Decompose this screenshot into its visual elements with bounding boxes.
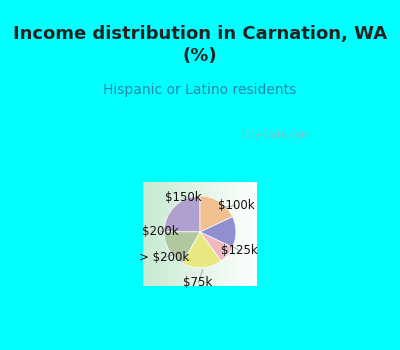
Text: $75k: $75k [184,276,213,289]
Text: $150k: $150k [165,191,201,204]
Text: City-Data.com: City-Data.com [241,130,311,140]
Text: > $200k: > $200k [139,251,189,264]
Text: $100k: $100k [218,199,254,212]
Wedge shape [164,196,200,232]
Wedge shape [200,217,236,247]
Wedge shape [200,232,232,261]
Wedge shape [164,232,200,263]
Wedge shape [183,232,221,268]
Text: $200k: $200k [142,225,179,238]
Wedge shape [200,196,232,232]
Text: Income distribution in Carnation, WA
(%): Income distribution in Carnation, WA (%) [13,25,387,65]
Text: Hispanic or Latino residents: Hispanic or Latino residents [103,83,297,97]
Text: $125k: $125k [221,244,258,257]
